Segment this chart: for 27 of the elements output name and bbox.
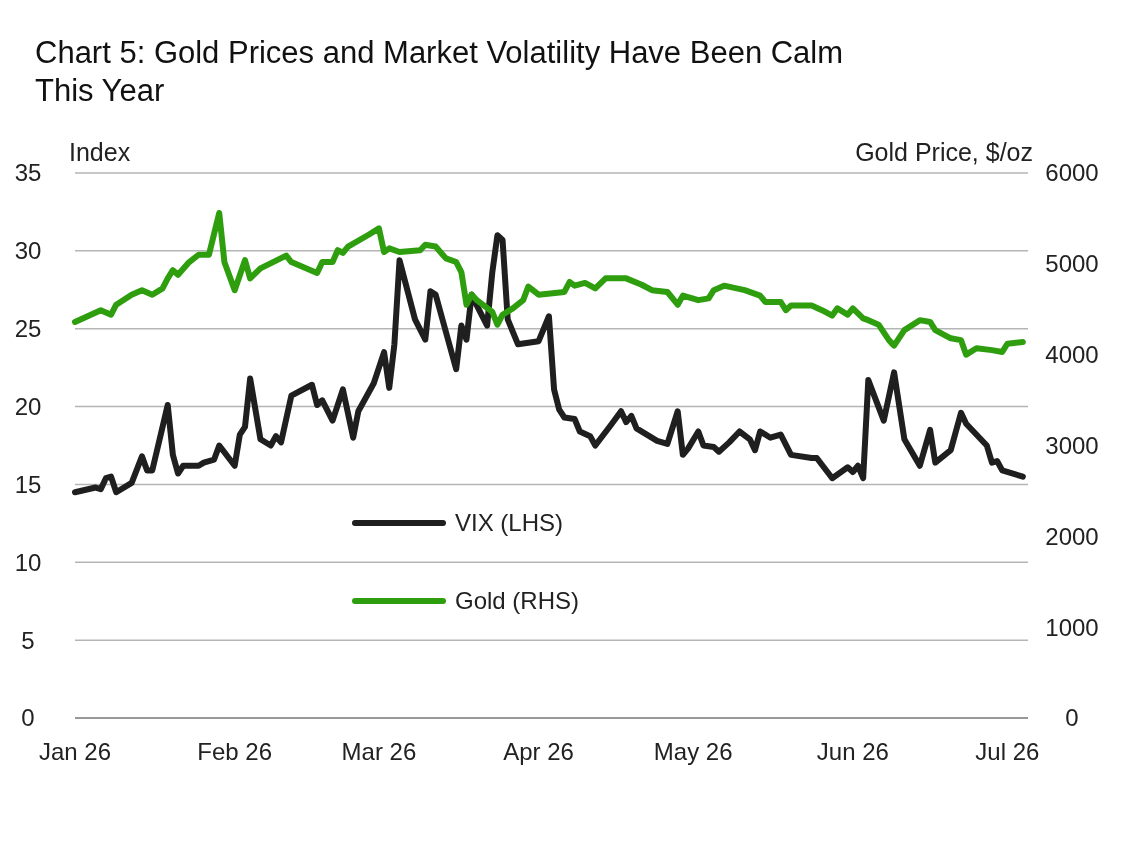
y2-tick-label: 4000 xyxy=(1045,341,1099,369)
x-tick-label: Apr 26 xyxy=(503,738,574,765)
y2-tick-label: 2000 xyxy=(1045,522,1099,550)
x-tick-label: Jan 26 xyxy=(38,738,112,765)
y2-tick-label: 1000 xyxy=(1045,613,1099,641)
legend-label: VIX (LHS) xyxy=(455,509,564,537)
x-tick-label: Jul 26 xyxy=(975,738,1040,765)
legend-label: Gold (RHS) xyxy=(455,587,580,615)
y-tick-label: 5 xyxy=(21,626,35,654)
y-tick-label: 0 xyxy=(21,704,35,732)
y2-tick-label: 5000 xyxy=(1045,250,1099,278)
x-tick-label: Feb 26 xyxy=(197,738,273,765)
y-tick-label: 15 xyxy=(14,470,42,498)
x-tick-label: Mar 26 xyxy=(341,738,417,765)
y2-axis-title: Gold Price, $/oz xyxy=(855,138,1033,166)
y2-tick-label: 6000 xyxy=(1045,159,1099,187)
x-tick-label: May 26 xyxy=(653,738,733,765)
y-tick-label: 20 xyxy=(14,392,42,420)
y-tick-label: 35 xyxy=(14,159,42,187)
y2-tick-label: 3000 xyxy=(1045,431,1099,459)
y-axis-title: Index xyxy=(69,138,131,166)
chart-title: Chart 5: Gold Prices and Market Volatility Have Been Calm This Year xyxy=(35,35,844,108)
y-tick-label: 30 xyxy=(14,237,42,265)
y-tick-label: 25 xyxy=(14,315,42,343)
y-tick-label: 10 xyxy=(14,548,42,576)
x-tick-label: Jun 26 xyxy=(816,738,889,765)
y2-tick-label: 0 xyxy=(1065,704,1079,732)
